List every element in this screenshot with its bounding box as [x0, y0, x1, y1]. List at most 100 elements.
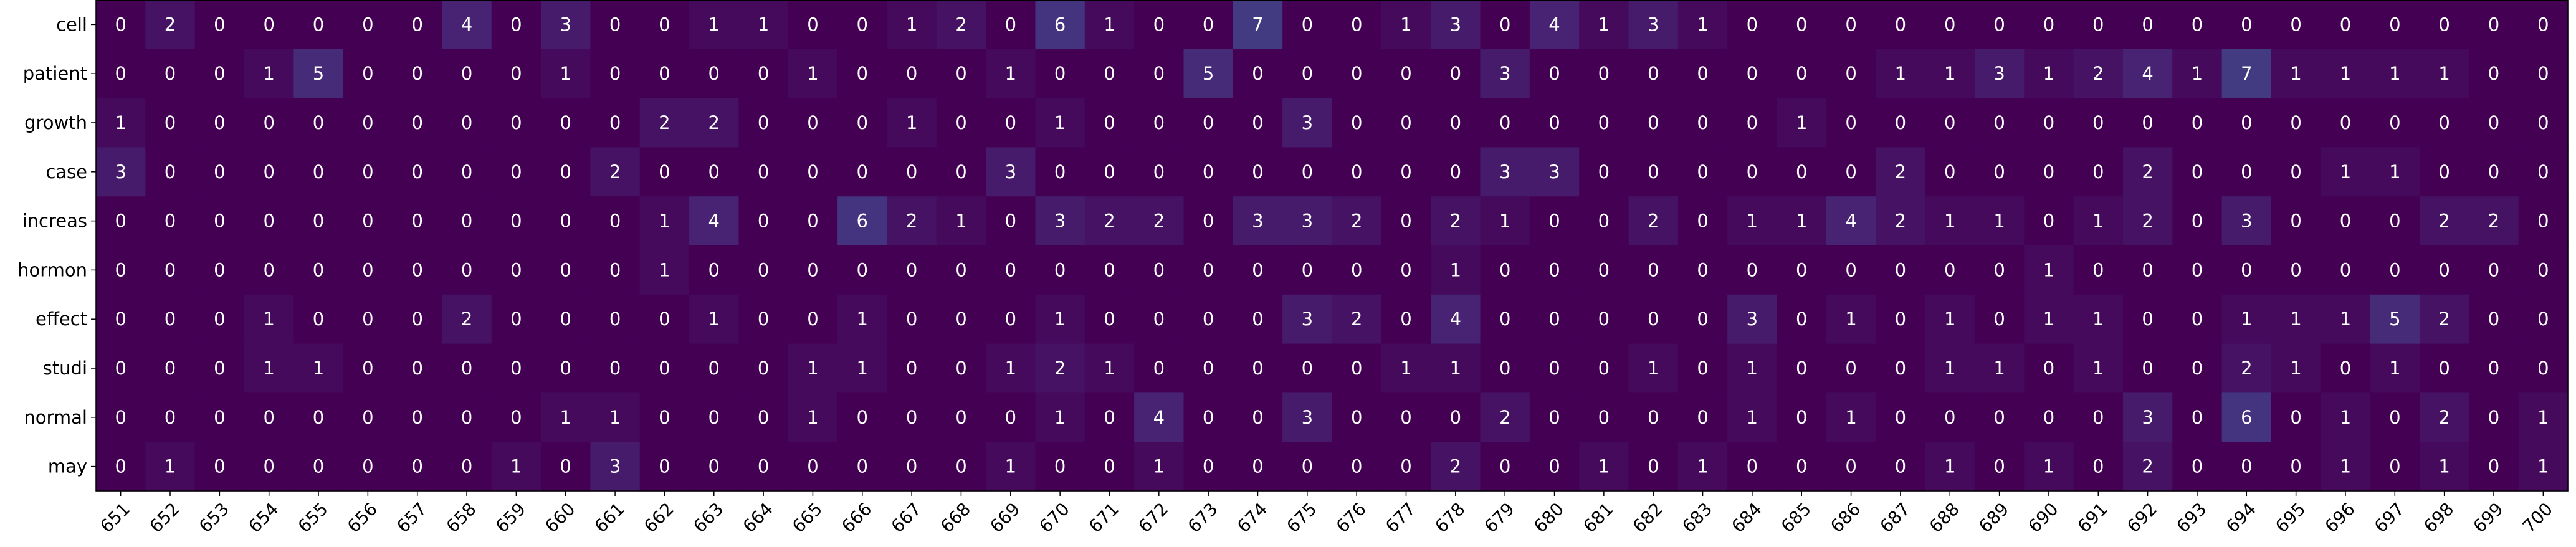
x-tick-label: 656 [343, 498, 381, 536]
cell-value-label: 0 [1845, 358, 1856, 379]
cell-value-label: 1 [857, 358, 868, 379]
heatmap-cell-may-693 [2172, 442, 2223, 492]
heatmap-cell-cell-666 [837, 0, 888, 50]
heatmap-cell-patient-665 [788, 49, 838, 99]
heatmap-cell-effect-652 [145, 294, 196, 345]
cell-value-label: 0 [1747, 161, 1758, 183]
y-tick-label: patient [23, 63, 87, 84]
cell-value-label: 1 [1400, 14, 1411, 35]
heatmap-cell-normal-697 [2370, 392, 2420, 442]
cell-value-label: 1 [1747, 211, 1758, 232]
cell-value-label: 0 [461, 211, 472, 232]
cell-value-label: 0 [2389, 259, 2400, 280]
cell-value-label: 5 [313, 63, 324, 84]
cell-value-label: 0 [2537, 358, 2549, 379]
cell-value-label: 0 [1895, 308, 1906, 330]
cell-value-label: 0 [1499, 358, 1510, 379]
heatmap-cell-hormon-699 [2469, 245, 2519, 295]
heatmap-cell-patient-676 [1332, 49, 1382, 99]
plot-frame [95, 0, 2569, 492]
heatmap-cell-case-694 [2221, 147, 2272, 197]
heatmap-cell-increas-693 [2172, 196, 2223, 246]
cell-value-label: 1 [2043, 308, 2054, 330]
cell-value-label: 0 [1548, 112, 1560, 133]
cell-value-label: 1 [1153, 456, 1165, 477]
cell-value-label: 1 [2092, 211, 2104, 232]
heatmap-cell-growth-680 [1529, 98, 1580, 148]
heatmap-cell-hormon-669 [986, 245, 1036, 295]
cell-value-label: 2 [2438, 211, 2450, 232]
heatmap-cell-hormon-660 [541, 245, 591, 295]
x-tick-label: 678 [1431, 498, 1469, 536]
heatmap-cell-increas-697 [2370, 196, 2420, 246]
heatmap-cell-normal-690 [2024, 392, 2074, 442]
heatmap-cell-may-697 [2370, 442, 2420, 492]
heatmap-cell-normal-691 [2073, 392, 2124, 442]
cell-value-label: 0 [362, 161, 373, 183]
cell-value-label: 0 [510, 161, 522, 183]
x-tick-label: 659 [492, 498, 530, 536]
heatmap-cell-growth-673 [1183, 98, 1234, 148]
cell-value-label: 2 [1895, 161, 1906, 183]
cell-value-label: 0 [2043, 211, 2054, 232]
heatmap-cell-may-659 [491, 442, 541, 492]
x-tick-label: 696 [2321, 498, 2359, 536]
heatmap-cell-case-681 [1579, 147, 1629, 197]
cell-value-label: 0 [2537, 211, 2549, 232]
heatmap-cell-cell-697 [2370, 0, 2420, 50]
x-tick-label: 693 [2172, 498, 2210, 536]
heatmap-cell-may-688 [1925, 442, 1975, 492]
heatmap-cell-hormon-696 [2321, 245, 2371, 295]
heatmap-cell-may-655 [293, 442, 344, 492]
x-tick-label: 699 [2469, 498, 2507, 536]
heatmap-cell-studi-669 [986, 343, 1036, 393]
cell-value-label: 0 [1944, 259, 1955, 280]
heatmap-cell-case-674 [1233, 147, 1283, 197]
x-tick-label: 669 [986, 498, 1024, 536]
heatmap-cell-case-699 [2469, 147, 2519, 197]
heatmap-cell-hormon-668 [936, 245, 986, 295]
x-tick-label: 691 [2074, 498, 2112, 536]
heatmap-cell-case-680 [1529, 147, 1580, 197]
heatmap-cell-normal-686 [1826, 392, 1876, 442]
heatmap-cell-patient-673 [1183, 49, 1234, 99]
cell-value-label: 0 [1005, 259, 1016, 280]
cell-value-label: 0 [1747, 63, 1758, 84]
heatmap-cell-patient-653 [194, 49, 245, 99]
cell-value-label: 0 [2192, 259, 2203, 280]
cell-value-label: 0 [609, 14, 621, 35]
heatmap-cell-hormon-655 [293, 245, 344, 295]
cell-value-label: 1 [313, 358, 324, 379]
heatmap-cell-effect-675 [1282, 294, 1333, 345]
cell-value-label: 1 [807, 358, 818, 379]
x-tick-label: 660 [541, 498, 579, 536]
cell-value-label: 0 [2241, 456, 2252, 477]
cell-value-label: 1 [2290, 358, 2301, 379]
cell-value-label: 0 [1747, 259, 1758, 280]
cell-value-label: 1 [2043, 456, 2054, 477]
heatmap-cell-cell-677 [1381, 0, 1431, 50]
cell-value-label: 1 [115, 112, 126, 133]
heatmap-cell-growth-675 [1282, 98, 1333, 148]
heatmap-cell-growth-682 [1628, 98, 1679, 148]
cell-value-label: 0 [115, 211, 126, 232]
cell-value-label: 2 [955, 14, 966, 35]
heatmap-cell-increas-655 [293, 196, 344, 246]
heatmap-cell-patient-671 [1084, 49, 1135, 99]
x-tick-label: 683 [1678, 498, 1716, 536]
heatmap-cell-increas-695 [2271, 196, 2321, 246]
cell-value-label: 0 [1598, 63, 1610, 84]
cell-value-label: 0 [1104, 407, 1115, 428]
heatmap-cell-increas-691 [2073, 196, 2124, 246]
cell-value-label: 0 [1351, 112, 1362, 133]
cell-value-label: 5 [2389, 308, 2400, 330]
heatmap-cell-studi-666 [837, 343, 888, 393]
heatmap-cell-studi-662 [639, 343, 690, 393]
cell-value-label: 0 [1993, 407, 2005, 428]
cell-value-label: 1 [2438, 456, 2450, 477]
heatmap-cell-may-669 [986, 442, 1036, 492]
cell-value-label: 0 [1400, 63, 1411, 84]
cell-value-label: 0 [1302, 358, 1313, 379]
heatmap-cell-increas-651 [96, 196, 146, 246]
heatmap-cell-effect-658 [442, 294, 492, 345]
